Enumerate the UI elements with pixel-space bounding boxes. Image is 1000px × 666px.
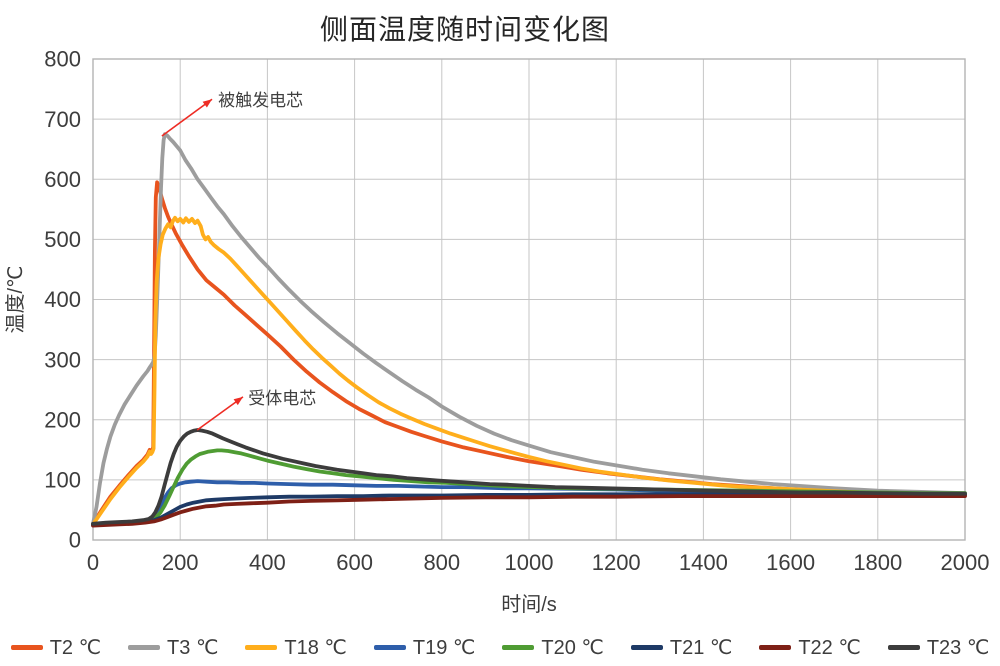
x-tick-label: 2000: [941, 550, 990, 575]
x-tick-label: 600: [336, 550, 373, 575]
x-axis-label: 时间/s: [501, 594, 557, 616]
annotation-arrow-head: [233, 396, 243, 406]
legend-item: T19 ℃: [373, 635, 476, 660]
legend-swatch: [630, 645, 663, 650]
legend-label: T21 ℃: [669, 637, 733, 659]
x-tick-label: 200: [162, 550, 199, 575]
annotation-label: 被触发电芯: [218, 91, 303, 110]
legend-item: T20 ℃: [502, 635, 604, 660]
series-line-T23: [91, 428, 967, 526]
legend-item: T2 ℃: [10, 635, 102, 660]
legend-label: T22 ℃: [798, 637, 861, 659]
legend-swatch: [759, 645, 792, 650]
legend-item: T23 ℃: [887, 635, 990, 660]
legend-label: T3 ℃: [167, 637, 219, 659]
y-tick-label: 800: [44, 47, 81, 72]
x-tick-label: 400: [249, 550, 286, 575]
legend-label: T23 ℃: [926, 637, 990, 659]
chart-title: 侧面温度随时间变化图: [319, 14, 610, 45]
x-tick-label: 0: [87, 550, 99, 575]
legend: T2 ℃ T3 ℃ T18 ℃ T19 ℃ T20 ℃ T21 ℃ T22 ℃ T23 ℃: [0, 635, 1000, 660]
legend-item: T18 ℃: [245, 635, 347, 660]
legend-item: T3 ℃: [128, 635, 218, 660]
plot-frame: [92, 58, 966, 541]
y-tick-label: 0: [69, 528, 81, 553]
x-tick-label: 800: [423, 550, 460, 575]
series-line-T22: [91, 494, 967, 528]
legend-label: T2 ℃: [49, 637, 102, 659]
legend-label: T20 ℃: [541, 637, 604, 659]
y-axis-label: 温度/℃: [4, 265, 27, 333]
legend-label: T18 ℃: [284, 637, 347, 659]
y-tick-label: 100: [44, 468, 81, 493]
legend-swatch: [10, 645, 43, 650]
legend-swatch: [128, 645, 161, 650]
y-tick-label: 400: [44, 287, 81, 312]
legend-label: T19 ℃: [412, 637, 476, 659]
y-tick-label: 700: [44, 107, 81, 132]
annotation-arrow-line: [161, 98, 213, 137]
y-tick-label: 500: [44, 227, 81, 252]
legend-item: T21 ℃: [630, 635, 733, 660]
x-tick-label: 1200: [592, 550, 641, 575]
x-tick-label: 1400: [679, 550, 728, 575]
y-tick-label: 300: [44, 347, 81, 372]
x-tick-label: 1600: [766, 550, 815, 575]
legend-swatch: [502, 645, 535, 650]
legend-swatch: [887, 645, 920, 650]
legend-swatch: [373, 645, 406, 650]
annotation-arrow-line: [196, 396, 244, 431]
series-line-T3: [91, 132, 967, 526]
annotation-label: 受体电芯: [248, 389, 316, 408]
legend-item: T22 ℃: [759, 635, 861, 660]
y-tick-label: 600: [44, 167, 81, 192]
x-tick-label: 1800: [853, 550, 902, 575]
y-tick-label: 200: [44, 407, 81, 432]
x-tick-label: 1000: [505, 550, 554, 575]
series-line-T18: [91, 215, 967, 527]
legend-swatch: [245, 645, 278, 650]
annotation-arrow-head: [202, 99, 212, 108]
